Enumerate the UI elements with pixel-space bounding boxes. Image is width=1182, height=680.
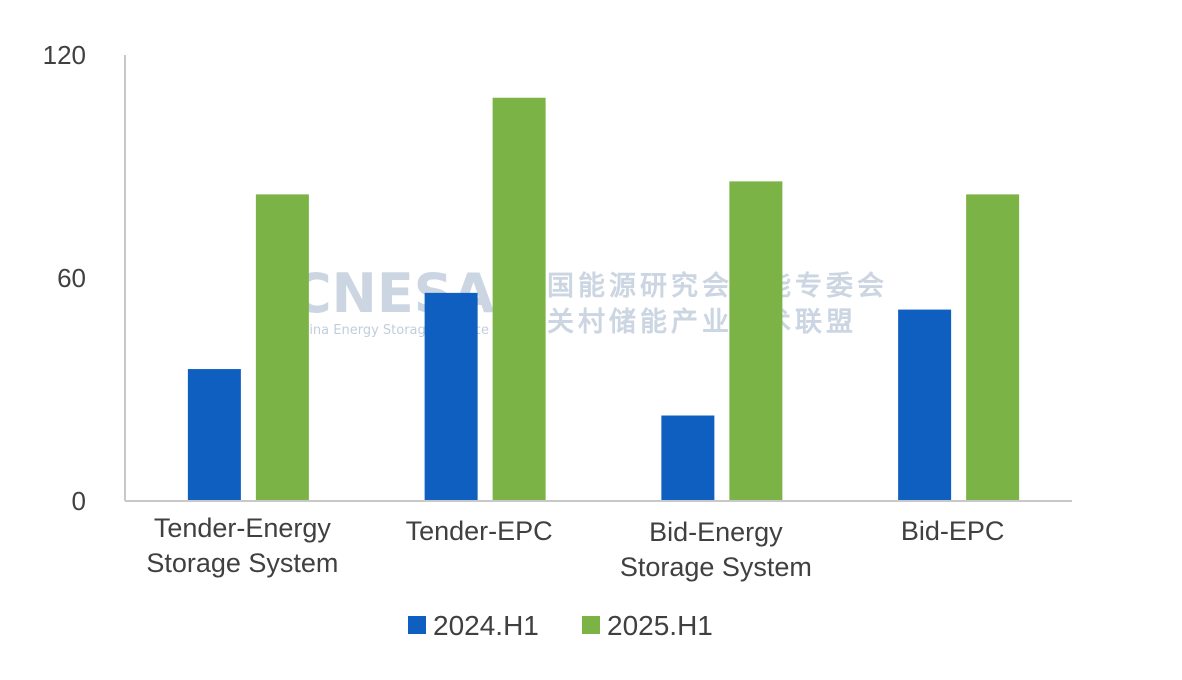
bar-2025-h1: [255, 194, 309, 501]
watermark: CNESA China Energy Storage Alliance 中国能源…: [292, 262, 888, 338]
bar-2024-h1: [424, 292, 478, 501]
x-category-labels: Tender-Energy Storage System Tender-EPC Bid…: [146, 513, 1004, 582]
x-category-label: Bid-Energy Storage System: [620, 517, 812, 582]
bar-2024-h1: [898, 309, 952, 501]
x-category-label: Bid-EPC: [901, 516, 1005, 546]
legend-swatch: [582, 616, 600, 634]
legend: 2024.H1 2025.H1: [408, 610, 713, 641]
bar-2024-h1: [661, 415, 715, 501]
y-tick-label: 120: [43, 40, 86, 70]
bar-2024-h1: [187, 369, 241, 501]
watermark-cn-line2: 中关村储能产业技术联盟: [516, 306, 857, 338]
x-category-label-line: Tender-EPC: [406, 516, 553, 546]
x-category-label-line: Tender-Energy: [154, 513, 332, 543]
bar-2025-h1: [729, 181, 783, 501]
legend-label: 2025.H1: [607, 610, 713, 641]
y-tick-labels: 0 60 120: [43, 40, 86, 516]
legend-label: 2024.H1: [433, 610, 539, 641]
x-category-label-line: Bid-Energy: [649, 517, 783, 547]
x-category-label-line: Storage System: [620, 552, 812, 582]
bar-2025-h1: [966, 194, 1020, 501]
bars-group: [187, 97, 1020, 501]
y-tick-label: 60: [57, 263, 86, 293]
watermark-cn-line1: 中国能源研究会储能专委会: [516, 270, 888, 302]
bar-2025-h1: [492, 97, 546, 501]
x-category-label-line: Storage System: [146, 548, 338, 578]
y-tick-label: 0: [72, 486, 86, 516]
axes-group: [124, 55, 1072, 502]
x-category-label-line: Bid-EPC: [901, 516, 1005, 546]
x-category-label: Tender-EPC: [406, 516, 553, 546]
legend-swatch: [408, 616, 426, 634]
x-category-label: Tender-Energy Storage System: [146, 513, 338, 578]
